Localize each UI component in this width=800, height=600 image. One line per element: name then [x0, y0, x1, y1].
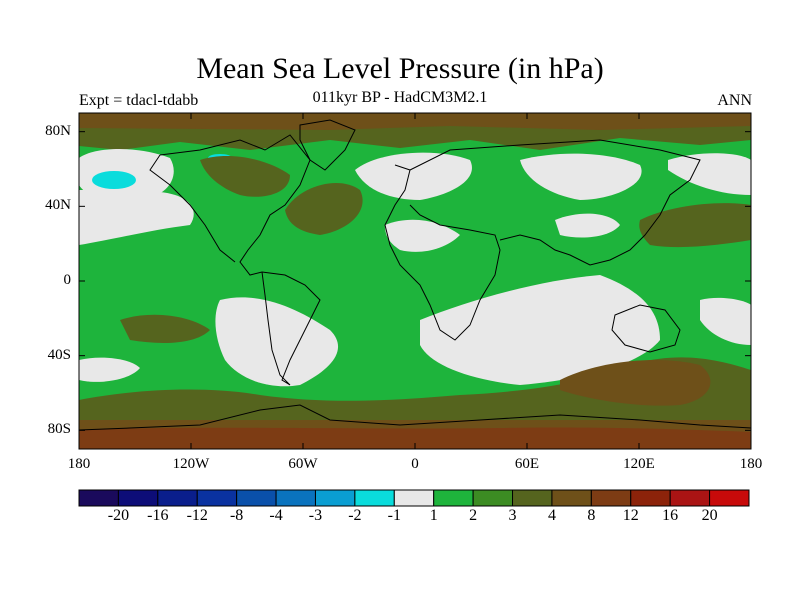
colorbar-box	[433, 489, 474, 507]
longitude-label: 120W	[172, 456, 210, 472]
colorbar-box	[669, 489, 711, 507]
colorbar-label: -16	[147, 507, 169, 524]
longitude-label: 180	[67, 456, 91, 472]
longitude-label: 180	[739, 456, 763, 472]
colorbar-label: -12	[186, 507, 208, 524]
colorbar-label: -3	[308, 507, 323, 524]
colorbar-box	[117, 489, 159, 507]
coastlines	[79, 119, 751, 431]
colorbar-label: -20	[107, 507, 130, 524]
colorbar-box	[314, 489, 356, 507]
colorbar-label: -8	[229, 507, 244, 524]
longitude-label: 60E	[514, 456, 540, 472]
colorbar-label: 3	[508, 507, 517, 524]
colorbar-box	[393, 489, 435, 507]
colorbar-label: 20	[701, 507, 718, 524]
colorbar-label: 1	[429, 507, 438, 524]
colorbar-box	[630, 489, 671, 507]
colorbar-label: 2	[469, 507, 478, 524]
colorbar-box	[472, 489, 514, 507]
colorbar-box	[590, 489, 632, 507]
colorbar-box	[354, 489, 395, 507]
colorbar-label: 4	[547, 507, 556, 524]
pressure-field	[79, 113, 751, 449]
colorbar-box	[709, 489, 750, 507]
latitude-label: 80S	[47, 421, 71, 438]
latitude-label: 80N	[45, 122, 71, 139]
axis-ticks	[78, 113, 752, 449]
colorbar-box	[78, 489, 119, 507]
colorbar-box	[236, 489, 277, 507]
colorbar-box	[157, 489, 198, 507]
colorbar-box	[275, 489, 316, 507]
season-label: ANN	[717, 92, 752, 109]
colorbar-label: -2	[348, 507, 362, 524]
latitude-label: 40N	[45, 197, 71, 214]
longitude-label: 0	[411, 456, 419, 472]
colorbar	[78, 489, 750, 507]
colorbar-box	[196, 489, 238, 507]
latitude-label: 40S	[47, 346, 71, 363]
colorbar-label: 8	[587, 507, 596, 524]
latitude-label: 0	[63, 272, 72, 288]
longitude-label: 60W	[288, 456, 318, 472]
colorbar-label: 16	[662, 507, 679, 524]
plot-title: Mean Sea Level Pressure (in hPa)	[196, 52, 604, 85]
plot-subtitle: 011kyr BP - HadCM3M2.1	[312, 89, 488, 106]
colorbar-box	[512, 489, 553, 507]
colorbar-label: -1	[387, 507, 401, 524]
longitude-label: 120E	[623, 456, 655, 472]
experiment-label: Expt = tdacl-tdabb	[79, 92, 199, 109]
colorbar-box	[551, 489, 592, 507]
colorbar-label: -4	[269, 507, 283, 524]
colorbar-label: 12	[622, 507, 639, 524]
